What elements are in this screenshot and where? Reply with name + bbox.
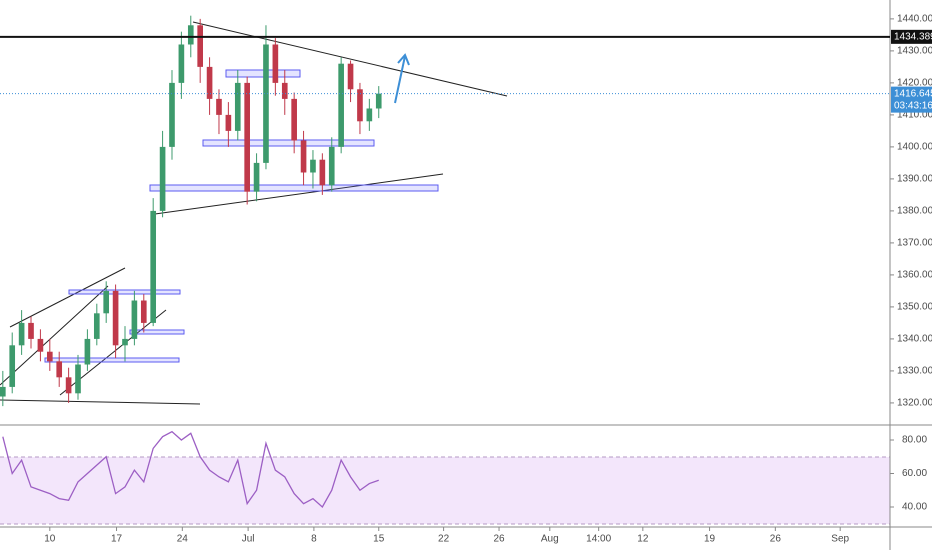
rsi-y-tick-label: 80.00 xyxy=(902,435,927,446)
candle-body xyxy=(328,146,335,186)
y-tick-label: 1350.000 xyxy=(897,302,932,313)
arrow-head xyxy=(397,53,410,66)
zone xyxy=(225,69,301,78)
candle-body xyxy=(169,82,175,147)
y-tick-label: 1330.000 xyxy=(897,366,932,377)
candle-body xyxy=(150,210,157,323)
y-tick-label: 1390.000 xyxy=(897,174,932,185)
candle-body xyxy=(112,290,119,346)
candle-body xyxy=(244,82,250,192)
trendline xyxy=(9,267,126,328)
candle-body xyxy=(75,364,81,394)
candle-body xyxy=(140,300,147,323)
candle-body xyxy=(65,377,72,394)
y-tick-label: 1440.000 xyxy=(897,14,932,25)
candle-body xyxy=(234,82,241,131)
x-tick-label: 10 xyxy=(44,534,56,545)
y-tick-label: 1320.000 xyxy=(897,398,932,409)
x-tick-label: 26 xyxy=(770,534,782,545)
candle-body xyxy=(159,146,166,211)
candle-body xyxy=(281,82,288,99)
level-label-bg xyxy=(891,29,932,44)
zone xyxy=(44,357,180,363)
x-tick-label: 15 xyxy=(373,534,385,545)
candle-body xyxy=(291,98,297,141)
last-price-label: 1416.645 xyxy=(894,88,932,99)
zones xyxy=(44,69,439,363)
arrow-shaft xyxy=(394,55,406,104)
level-label: 1434.389 xyxy=(894,31,932,42)
candle-body xyxy=(187,25,194,45)
x-tick-label: 8 xyxy=(311,534,317,545)
candle-body xyxy=(375,93,382,109)
rsi-band xyxy=(0,457,890,524)
y-tick-label: 1420.000 xyxy=(897,78,932,89)
trendlines xyxy=(0,21,508,405)
trendline xyxy=(0,285,109,386)
candle-body xyxy=(347,63,354,90)
x-tick-label: 19 xyxy=(704,534,716,545)
candle-body xyxy=(319,159,326,186)
y-tick-label: 1370.000 xyxy=(897,238,932,249)
x-tick-label: 12 xyxy=(637,534,649,545)
candle-body xyxy=(216,98,222,115)
candle-body xyxy=(206,66,213,99)
y-tick-label: 1380.000 xyxy=(897,206,932,217)
zone xyxy=(68,289,181,295)
candle-body xyxy=(272,44,279,83)
y-tick-label: 1430.000 xyxy=(897,46,932,57)
x-tick-label: Sep xyxy=(831,534,849,545)
y-tick-label: 1360.000 xyxy=(897,270,932,281)
zone xyxy=(129,329,185,335)
rsi-line xyxy=(2,430,379,509)
x-tick-label: 14:00 xyxy=(586,534,611,545)
y-tick-label: 1400.000 xyxy=(897,142,932,153)
candle-body xyxy=(225,114,232,131)
candle-body xyxy=(253,162,260,192)
rsi-y-tick-label: 60.00 xyxy=(902,468,927,479)
y-tick-label: 1340.000 xyxy=(897,334,932,345)
x-tick-label: 17 xyxy=(111,534,123,545)
zone xyxy=(202,139,375,147)
candle-body xyxy=(310,159,316,173)
trendline xyxy=(0,399,201,405)
x-tick-label: Jul xyxy=(242,534,255,545)
x-tick-label: 24 xyxy=(177,534,189,545)
candle-body xyxy=(366,108,373,122)
arrow xyxy=(394,53,410,104)
candle-body xyxy=(122,338,128,346)
last-price-bg xyxy=(891,86,932,113)
candle-body xyxy=(197,25,203,67)
candle-body xyxy=(103,290,110,314)
candle-body xyxy=(93,313,100,339)
candle-body xyxy=(9,345,16,387)
trendline xyxy=(154,173,444,215)
y-tick-label: 1410.000 xyxy=(897,110,932,121)
candle-body xyxy=(18,322,25,346)
candle-body xyxy=(263,44,269,163)
candle-body xyxy=(28,322,34,339)
candle-body xyxy=(178,44,185,83)
candle-body xyxy=(37,338,44,352)
candle-body xyxy=(0,386,6,397)
candle-body xyxy=(46,351,53,362)
candle-body xyxy=(357,89,363,122)
x-tick-label: 26 xyxy=(493,534,505,545)
countdown-label: 03:43:16 xyxy=(894,100,932,111)
candle-body xyxy=(84,338,91,365)
rsi-y-tick-label: 40.00 xyxy=(902,502,927,513)
zone xyxy=(149,184,439,192)
x-tick-label: 22 xyxy=(438,534,450,545)
x-tick-label: Aug xyxy=(541,534,559,545)
candle-body xyxy=(300,140,307,173)
candle-body xyxy=(56,361,63,378)
candle-body xyxy=(338,63,344,147)
candle-body xyxy=(131,300,138,339)
trendline xyxy=(192,21,508,97)
